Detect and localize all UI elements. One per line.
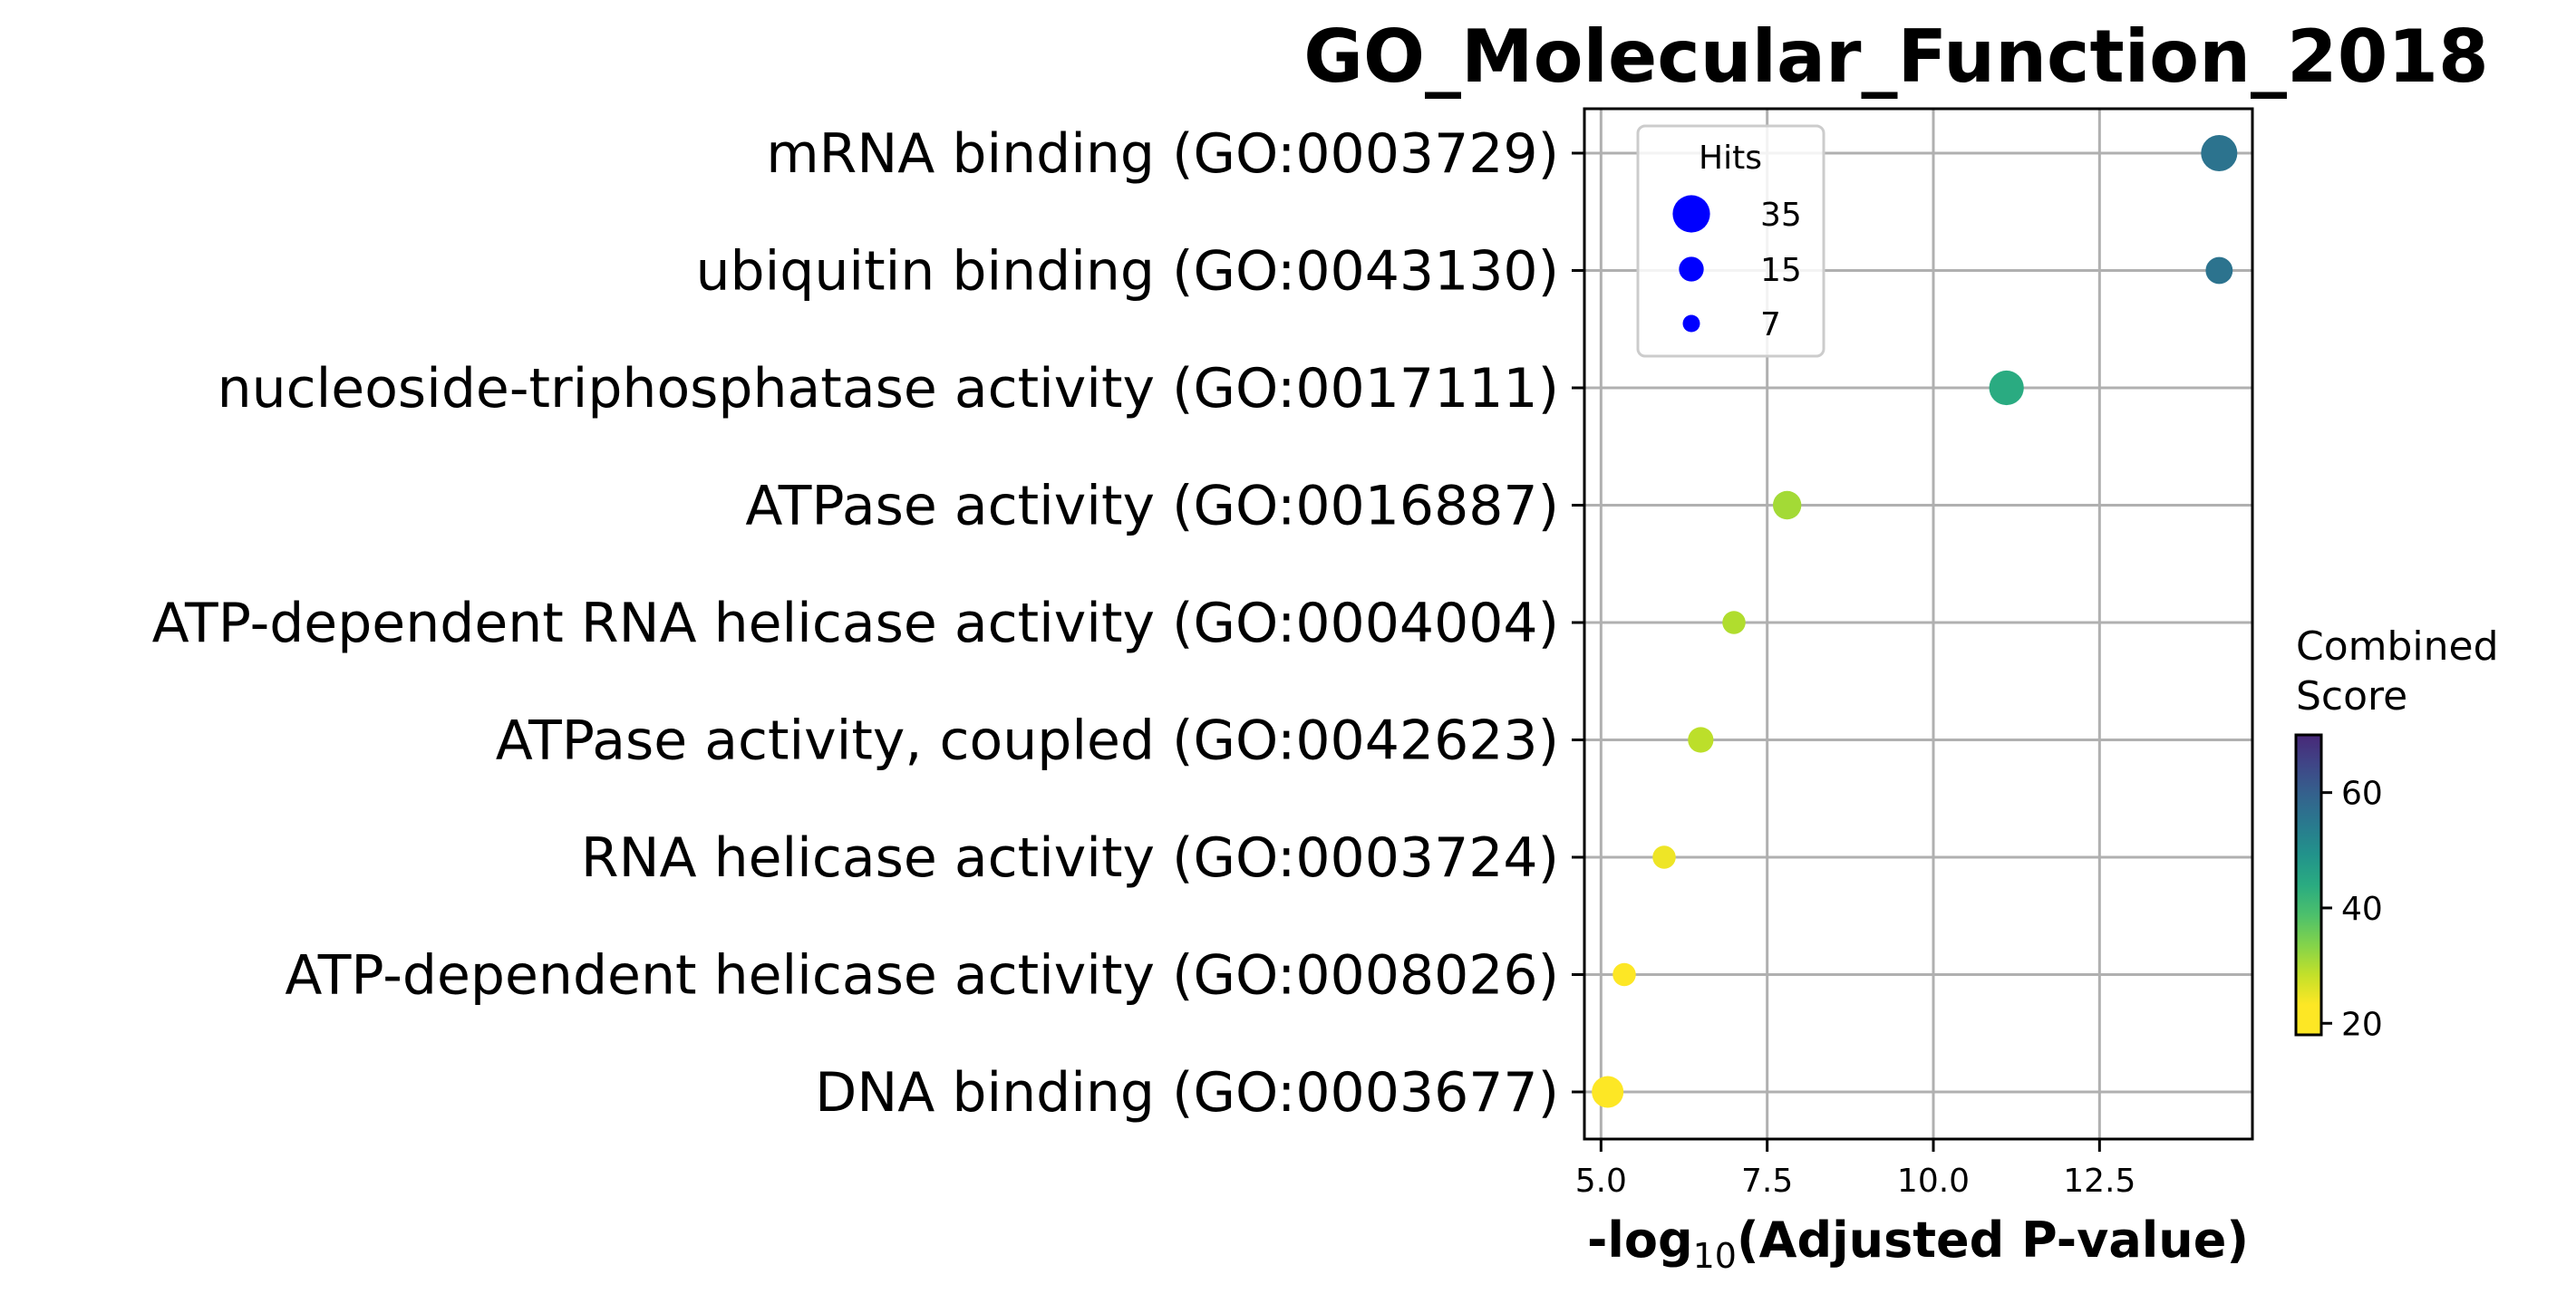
legend-marker: [1679, 256, 1704, 282]
category-label: ATP-dependent helicase activity (GO:0008…: [285, 944, 1559, 1008]
category-label: mRNA binding (GO:0003729): [766, 122, 1559, 186]
x-axis-label-subscript: 10: [1693, 1236, 1737, 1276]
x-tick-label: 5.0: [1575, 1163, 1627, 1200]
colorbar-tick-label: 40: [2341, 891, 2383, 928]
x-axis-label-prefix: -log: [1587, 1212, 1693, 1269]
data-point: [1652, 845, 1676, 869]
colorbar-tick-label: 60: [2341, 776, 2383, 813]
category-label: DNA binding (GO:0003677): [815, 1061, 1559, 1125]
colorbar-gradient: [2294, 733, 2323, 1037]
category-label: ubiquitin binding (GO:0043130): [696, 240, 1560, 304]
legend-marker: [1672, 195, 1710, 233]
category-label: ATPase activity (GO:0016887): [745, 475, 1559, 538]
legend-frame: [1636, 124, 1825, 358]
colorbar-title: Score: [2296, 673, 2407, 719]
x-axis: 5.0 7.5 10.0 12.5: [1575, 1139, 2135, 1200]
y-axis: mRNA binding (GO:0003729) ubiquitin bindi…: [152, 122, 1584, 1125]
data-point: [1688, 727, 1714, 753]
legend-entry-label: 35: [1760, 197, 1802, 234]
category-label: nucleoside-triphosphatase activity (GO:0…: [218, 357, 1559, 420]
size-legend: Hits 35 15 7: [1636, 124, 1825, 358]
legend-marker: [1682, 314, 1700, 333]
colorbar-tick-label: 20: [2341, 1006, 2383, 1043]
colorbar-title: Combined: [2296, 623, 2499, 670]
data-point: [2205, 256, 2233, 285]
data-point: [2201, 134, 2238, 172]
legend-entry-label: 7: [1760, 306, 1781, 343]
x-tick-label: 7.5: [1741, 1163, 1793, 1200]
data-point: [1989, 370, 2024, 406]
x-tick-label: 12.5: [2063, 1163, 2135, 1200]
category-label: RNA helicase activity (GO:0003724): [581, 826, 1559, 890]
x-tick-label: 10.0: [1897, 1163, 1970, 1200]
data-point: [1772, 490, 1802, 520]
chart-title: GO_Molecular_Function_2018: [1303, 14, 2488, 99]
legend-title: Hits: [1699, 140, 1762, 177]
data-point: [1612, 962, 1636, 987]
data-points: [1592, 134, 2238, 1108]
x-axis-label: -log10(Adjusted P-value): [1587, 1212, 2249, 1276]
data-point: [1592, 1076, 1624, 1108]
legend-entry-label: 15: [1760, 252, 1802, 289]
data-point: [1722, 611, 1746, 634]
category-label: ATPase activity, coupled (GO:0042623): [496, 710, 1559, 773]
x-axis-label-suffix: (Adjusted P-value): [1737, 1212, 2249, 1269]
category-label: ATP-dependent RNA helicase activity (GO:…: [152, 592, 1559, 655]
